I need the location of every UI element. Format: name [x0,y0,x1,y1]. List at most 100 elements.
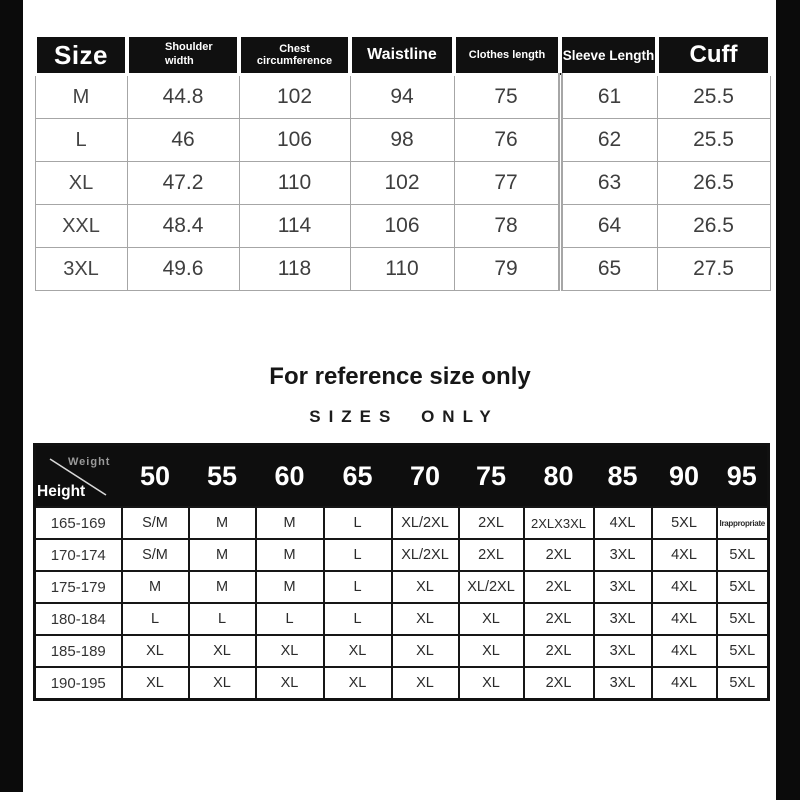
measurement-value-cell: 114 [238,204,351,248]
recommended-size-cell: XL/2XL [390,538,460,572]
size-table-header-chest-circumference: Chest circumference [237,33,352,76]
recommended-size-cell: XL [254,634,325,668]
size-table-header-waistline: Waistline [348,33,456,76]
weight-column-header-70: 70 [391,444,459,507]
weight-column-header-90: 90 [651,444,717,507]
measurement-value-cell: 102 [238,74,351,119]
size-table-header-clothes-length: Clothes length [452,33,562,76]
fit-table-row: 165-169 S/M M M L XL/2XL 2XL 2XLX3XL 4XL 5XL Irapp… [33,506,770,540]
measurement-table-header-row: Size Shoulder width Chest circumference Wai… [33,33,772,76]
height-range-cell: 185-189 [33,634,123,668]
recommended-size-cell: L [120,602,190,636]
recommended-size-cell: L [322,602,393,636]
recommended-size-cell: 5XL [715,666,770,701]
recommended-size-cell: 2XL [522,602,595,636]
recommended-size-cell: 4XL [650,570,718,604]
recommended-size-cell: 4XL [650,602,718,636]
recommended-size-cell: XL [120,666,190,701]
recommended-size-cell: XL [322,666,393,701]
size-table-header-size: Size [33,33,129,76]
sizes-only-note: SIZES ONLY [309,407,499,426]
recommended-size-cell: M [254,538,325,572]
weight-column-header-95: 95 [716,444,769,507]
size-table-header-sleeve-length: Sleeve Length [558,33,659,76]
weight-column-header-50: 50 [121,444,189,507]
recommended-size-cell: XL [457,666,525,701]
recommended-size-cell: XL [390,602,460,636]
recommended-size-cell: XL [187,634,257,668]
weight-column-header-60: 60 [255,444,324,507]
recommended-size-cell: XL [187,666,257,701]
recommended-size-cell: 5XL [715,634,770,668]
measurement-value-cell: 78 [453,204,561,248]
recommended-size-cell: S/M [120,506,190,540]
weight-column-header-85: 85 [593,444,652,507]
measurement-value-cell: 77 [453,161,561,205]
measurement-value-cell: 25.5 [656,118,771,162]
recommended-size-cell: 4XL [650,666,718,701]
recommended-size-cell: M [120,570,190,604]
measurement-value-cell: 44.8 [126,74,240,119]
measurement-value-cell: 26.5 [656,204,771,248]
measurement-value-cell: 110 [349,247,455,291]
height-range-cell: 170-174 [33,538,123,572]
recommended-size-cell: XL [457,634,525,668]
recommended-size-cell: 3XL [592,666,653,701]
height-range-cell: 180-184 [33,602,123,636]
measurement-value-cell: 102 [349,161,455,205]
measurement-value-cell: 110 [238,161,351,205]
measurement-value-cell: 46 [126,118,240,162]
recommended-size-cell: 2XL [522,570,595,604]
weight-column-header-55: 55 [188,444,256,507]
recommended-size-cell: XL [390,634,460,668]
measurement-value-cell: 64 [557,204,658,248]
size-table-row: L 46 106 98 76 62 25.5 [34,118,771,162]
recommended-size-cell: 2XL [522,666,595,701]
recommended-size-cell: 3XL [592,634,653,668]
recommended-size-cell: 5XL [650,506,718,540]
recommended-size-cell: 4XL [650,538,718,572]
measurement-value-cell: 62 [557,118,658,162]
recommended-size-cell: S/M [120,538,190,572]
left-black-bar [0,0,23,792]
measurement-table-body: M 44.8 102 94 75 61 25.5 L 46 106 98 76 62 25.5 XL 47.2… [34,74,771,291]
fit-table-row: 175-179 M M M L XL XL/2XL 2XL 3XL 4XL 5XL [33,570,770,604]
recommended-size-cell: XL [390,666,460,701]
recommended-size-cell: XL [322,634,393,668]
size-table-row: XL 47.2 110 102 77 63 26.5 [34,161,771,205]
recommended-size-cell: M [187,538,257,572]
height-range-cell: 165-169 [33,506,123,540]
recommended-size-cell: 5XL [715,602,770,636]
measurement-value-cell: 106 [238,118,351,162]
size-table-row: XXL 48.4 114 106 78 64 26.5 [34,204,771,248]
reference-note: For reference size only [269,363,531,390]
recommended-size-cell: XL/2XL [457,570,525,604]
weight-height-corner-cell: Weight Height [34,444,122,507]
recommended-size-cell: L [322,538,393,572]
recommended-size-cell: 2XL [522,634,595,668]
size-table-row: M 44.8 102 94 75 61 25.5 [34,74,771,119]
height-weight-table: Weight Height 50 55 60 65 70 75 80 85 90 95 165-1… [33,443,770,701]
recommended-size-cell: 4XL [650,634,718,668]
measurement-value-cell: 63 [557,161,658,205]
measurement-value-cell: 106 [349,204,455,248]
measurement-value-cell: 98 [349,118,455,162]
weight-column-header-75: 75 [458,444,524,507]
recommended-size-cell: L [322,506,393,540]
fit-table-row: 190-195 XL XL XL XL XL XL 2XL 3XL 4XL 5XL [33,666,770,701]
recommended-size-cell: XL [457,602,525,636]
height-axis-label: Height [37,483,86,500]
size-label-cell: XXL [34,204,128,248]
recommended-size-cell: 5XL [715,570,770,604]
measurement-value-cell: 26.5 [656,161,771,205]
measurement-value-cell: 94 [349,74,455,119]
size-label-cell: M [34,74,128,119]
measurement-value-cell: 48.4 [126,204,240,248]
recommended-size-cell: Irappropriate [715,506,770,540]
recommended-size-cell: M [254,506,325,540]
height-range-cell: 175-179 [33,570,123,604]
recommended-size-cell: M [254,570,325,604]
size-label-cell: XL [34,161,128,205]
size-table-row: 3XL 49.6 118 110 79 65 27.5 [34,247,771,291]
recommended-size-cell: L [254,602,325,636]
